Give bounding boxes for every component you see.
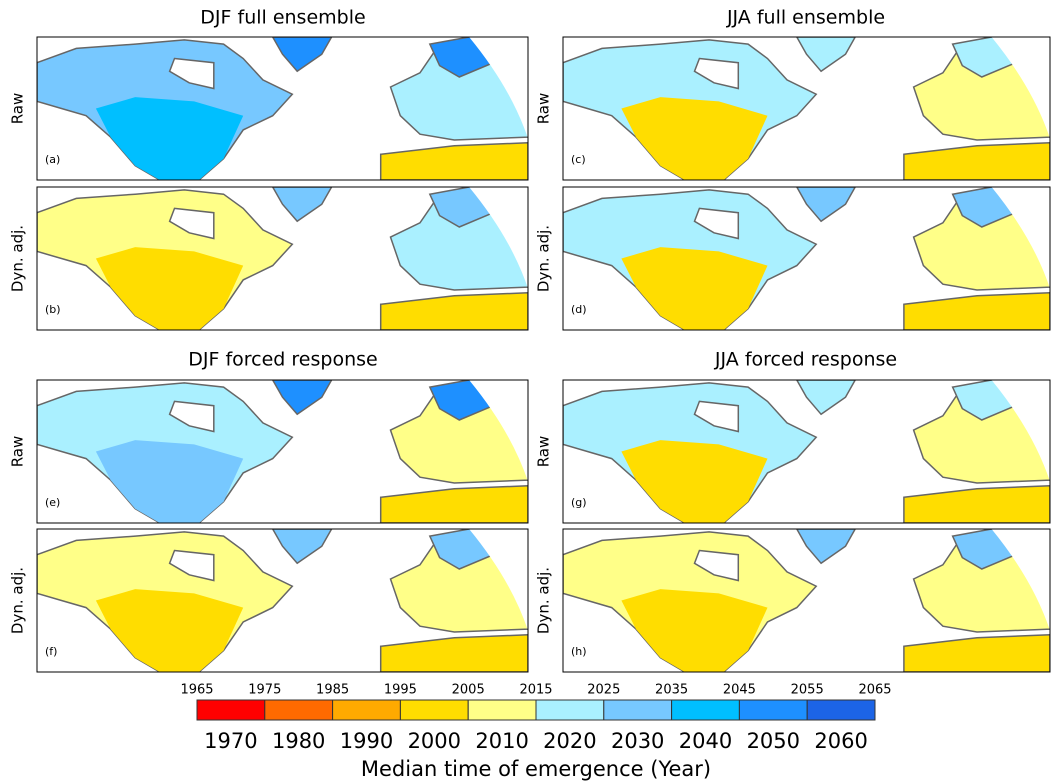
colorbar-level-label: 2060	[814, 729, 867, 753]
panel-label: (f)	[45, 645, 57, 658]
row-label: Dyn. adj.	[9, 567, 27, 634]
colorbar-edge-label: 2025	[587, 683, 620, 698]
panel-label: (d)	[571, 303, 587, 316]
colorbar-level-label: 2040	[679, 729, 732, 753]
figure: DJF full ensemble JJA full ensemble DJF fo…	[0, 0, 1051, 782]
panel-label: (b)	[45, 303, 61, 316]
row-label: Raw	[9, 93, 27, 125]
colorbar-edge-label: 1975	[248, 683, 281, 698]
section-title: JJA full ensemble	[726, 7, 885, 29]
map	[563, 529, 1051, 672]
colorbar-box	[536, 700, 604, 720]
section-title: JJA forced response	[714, 349, 897, 371]
colorbar-edge-label: 1985	[316, 683, 349, 698]
colorbar-edge-label: 1995	[384, 683, 417, 698]
row-label: Raw	[535, 93, 553, 125]
colorbar-level-label: 1980	[272, 729, 325, 753]
colorbar-box	[400, 700, 468, 720]
map	[37, 187, 538, 330]
colorbar-box	[672, 700, 740, 720]
map	[563, 380, 1051, 523]
colorbar-box	[197, 700, 265, 720]
panel-label: (h)	[571, 645, 587, 658]
map	[563, 37, 1051, 180]
map	[563, 187, 1051, 330]
row-label: Dyn. adj.	[535, 567, 553, 634]
colorbar-box	[739, 700, 807, 720]
colorbar-edge-label: 2015	[519, 683, 552, 698]
map	[37, 37, 538, 180]
panel-label: (e)	[45, 496, 60, 509]
colorbar-box	[333, 700, 401, 720]
panel-label: (c)	[571, 153, 586, 166]
colorbar-edge-label: 2055	[791, 683, 824, 698]
panel-label: (a)	[45, 153, 60, 166]
colorbar-title: Median time of emergence (Year)	[361, 757, 711, 781]
colorbar-level-label: 2000	[408, 729, 461, 753]
colorbar-level-label: 2050	[747, 729, 800, 753]
section-title: DJF forced response	[188, 349, 377, 371]
colorbar-box	[807, 700, 875, 720]
map	[37, 529, 538, 672]
colorbar-level-label: 2010	[475, 729, 528, 753]
colorbar-level-label: 1970	[204, 729, 257, 753]
colorbar-level-label: 2020	[543, 729, 596, 753]
colorbar-edge-label: 2065	[858, 683, 891, 698]
row-label: Raw	[9, 436, 27, 468]
colorbar-edge-label: 2005	[452, 683, 485, 698]
colorbar-box	[604, 700, 672, 720]
colorbar-edge-label: 1965	[180, 683, 213, 698]
row-label: Dyn. adj.	[535, 225, 553, 292]
panel-label: (g)	[571, 496, 587, 509]
colorbar-level-label: 1990	[340, 729, 393, 753]
row-label: Raw	[535, 436, 553, 468]
colorbar-box	[265, 700, 333, 720]
colorbar-level-label: 2030	[611, 729, 664, 753]
row-label: Dyn. adj.	[9, 225, 27, 292]
colorbar-edge-label: 2035	[655, 683, 688, 698]
colorbar-edge-label: 2045	[723, 683, 756, 698]
section-title: DJF full ensemble	[200, 7, 365, 29]
map	[37, 380, 538, 523]
colorbar-box	[468, 700, 536, 720]
